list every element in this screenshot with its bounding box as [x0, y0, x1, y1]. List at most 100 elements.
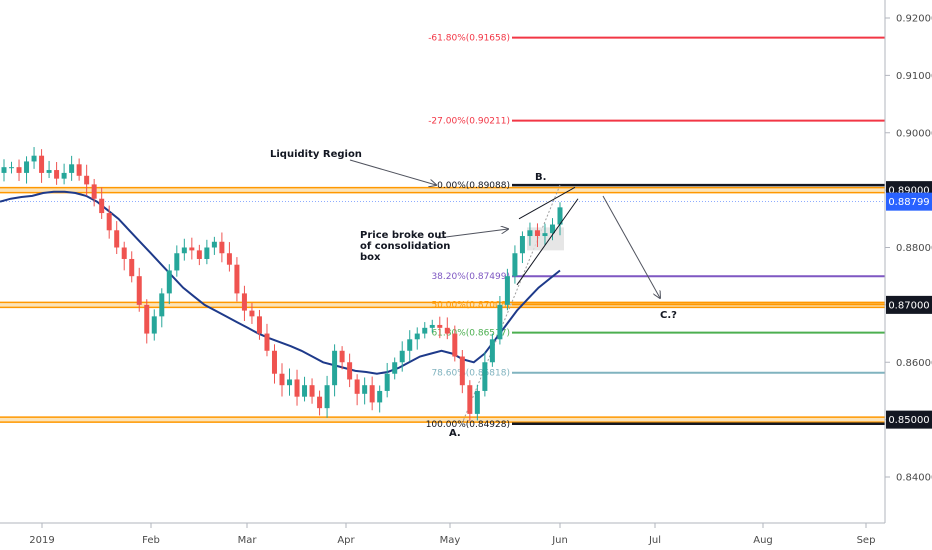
candle-body-51: [384, 373, 390, 391]
candle-body-74: [557, 207, 563, 225]
candle-body-15: [114, 230, 120, 248]
candle-body-41: [309, 385, 315, 397]
candle-body-63: [474, 390, 480, 414]
candle-body-47: [354, 379, 360, 394]
candle-body-6: [46, 170, 52, 173]
candle-body-36: [271, 350, 277, 374]
candle-body-1: [9, 167, 15, 169]
candle-body-54: [407, 339, 413, 351]
candle-body-38: [287, 379, 293, 386]
price-label-text-1: 0.88799: [888, 197, 929, 208]
candle-body-44: [332, 350, 338, 386]
candle-body-19: [144, 304, 150, 334]
annotation-6: C.?: [660, 310, 677, 321]
candle-body-73: [549, 224, 555, 234]
candle-body-3: [24, 161, 30, 173]
candle-body-68: [512, 253, 518, 277]
x-tick-label-0: 2019: [29, 535, 54, 546]
candle-body-70: [527, 230, 533, 237]
x-tick-label-7: Aug: [753, 535, 773, 546]
annotation-0: Liquidity Region: [270, 149, 362, 160]
candle-body-30: [226, 253, 232, 265]
fib-label-6: 78.60%(0.85818): [431, 369, 510, 379]
x-tick-label-6: Jul: [648, 535, 661, 546]
candle-body-25: [189, 247, 195, 251]
moving-average-line: [0, 190, 561, 375]
candle-body-43: [324, 385, 330, 409]
candle-body-53: [399, 350, 405, 363]
x-tick-label-4: May: [440, 535, 461, 546]
candle-body-45: [339, 350, 345, 363]
candle-body-7: [54, 170, 60, 179]
candle-body-4: [31, 155, 37, 162]
candle-body-18: [136, 276, 142, 305]
candle-body-64: [482, 362, 488, 391]
candle-body-37: [279, 373, 285, 386]
candle-body-61: [459, 356, 465, 386]
candle-body-56: [422, 327, 428, 334]
candle-body-21: [159, 293, 165, 317]
candle-body-69: [519, 236, 525, 254]
x-tick-label-1: Feb: [142, 535, 160, 546]
candle-body-59: [444, 327, 450, 334]
annotation-3: box: [360, 252, 381, 263]
candle-body-39: [294, 379, 300, 397]
price-label-bg-3: [886, 410, 932, 429]
candle-body-46: [347, 362, 353, 380]
candle-body-13: [99, 198, 105, 214]
candle-body-12: [91, 184, 97, 199]
candle-body-14: [106, 213, 112, 231]
x-tick-label-5: Jun: [551, 535, 568, 546]
candle-body-49: [369, 385, 375, 403]
candle-body-58: [437, 324, 443, 328]
candle-body-29: [219, 241, 225, 254]
candle-body-2: [16, 167, 22, 173]
candle-body-40: [302, 385, 308, 397]
candle-body-65: [489, 339, 495, 363]
candle-body-8: [61, 172, 67, 179]
candle-body-11: [84, 175, 90, 185]
candle-body-31: [234, 264, 240, 294]
candle-body-33: [249, 310, 255, 317]
candle-body-17: [129, 258, 135, 277]
candle-body-10: [76, 164, 82, 176]
fib-label-0: -61.80%(0.91658): [428, 34, 510, 44]
candle-body-55: [414, 333, 420, 340]
fib-label-2: 0.00%(0.89088): [437, 181, 510, 191]
sr-band-1: [0, 301, 885, 308]
candle-body-27: [204, 247, 210, 259]
candle-body-23: [174, 253, 180, 271]
candle-body-42: [317, 396, 323, 409]
liquidity-arrow: [349, 159, 436, 185]
projection-arrow: [602, 195, 660, 298]
wedge-lower-line: [516, 198, 579, 286]
candle-body-66: [497, 304, 503, 340]
price-label-text-2: 0.87000: [888, 300, 929, 311]
candle-body-67: [504, 276, 510, 305]
consolidation-box: [527, 227, 564, 251]
candle-body-62: [467, 385, 473, 414]
annotation-1: Price broke out: [360, 230, 446, 241]
candle-body-22: [166, 270, 172, 294]
fib-trend-line: [461, 184, 561, 424]
candle-body-48: [362, 385, 368, 394]
plot-background: [0, 0, 885, 523]
price-label-text-0: 0.89000: [888, 186, 929, 197]
candle-body-60: [452, 333, 458, 357]
annotation-2: of consolidation: [360, 241, 450, 252]
price-label-bg-1: [886, 192, 932, 211]
candle-body-35: [264, 333, 270, 351]
fib-label-5: 61.80%(0.86517): [431, 329, 510, 339]
candle-body-57: [429, 324, 435, 328]
fib-label-7: 100.00%(0.84928): [426, 420, 510, 430]
x-tick-label-2: Mar: [238, 535, 258, 546]
price-label-bg-2: [886, 295, 932, 314]
candle-body-34: [256, 316, 262, 334]
